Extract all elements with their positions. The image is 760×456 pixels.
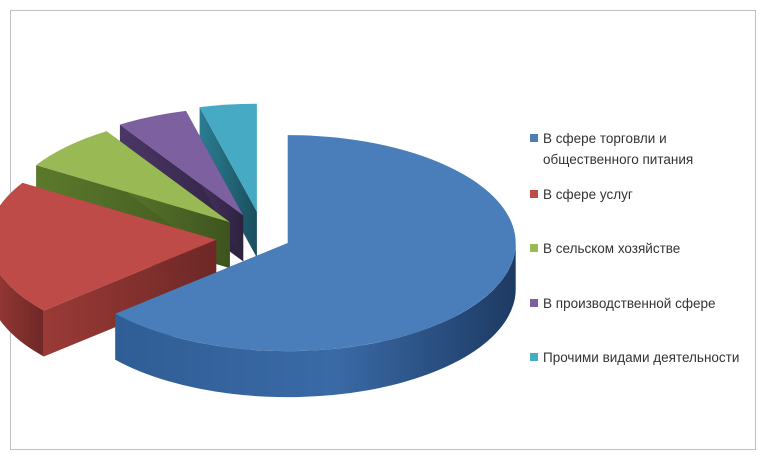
slice-services-top: [0, 182, 217, 311]
slice-production-top: [119, 110, 244, 216]
slice-services-side: [0, 274, 44, 357]
legend-item-services: В сфере услуг: [530, 184, 753, 205]
legend-label-other: Прочими видами деятельности: [543, 350, 740, 365]
legend-label-trade: В сфере торговли и общественного питания: [543, 131, 694, 167]
slice-other-top: [199, 103, 257, 212]
legend-label-production: В производственной сфере: [543, 296, 716, 311]
legend-item-trade: В сфере торговли и общественного питания: [530, 128, 753, 170]
slice-trade-side: [115, 243, 516, 398]
pie-slices: [0, 103, 516, 398]
legend-swatch-trade: [530, 134, 538, 142]
legend-swatch-other: [530, 353, 538, 361]
legend-item-other: Прочими видами деятельности: [530, 347, 753, 368]
legend-swatch-agriculture: [530, 244, 538, 252]
slice-trade: [115, 135, 516, 398]
slice-agriculture-top: [36, 131, 230, 223]
legend-item-agriculture: В сельском хозяйстве: [530, 238, 753, 259]
legend-label-services: В сфере услуг: [543, 187, 633, 202]
legend-item-production: В производственной сфере: [530, 293, 753, 314]
legend-label-agriculture: В сельском хозяйстве: [543, 241, 681, 256]
legend-swatch-production: [530, 299, 538, 307]
slice-trade-top: [115, 135, 516, 352]
slice-services: [0, 182, 217, 357]
legend-swatch-services: [530, 190, 538, 198]
